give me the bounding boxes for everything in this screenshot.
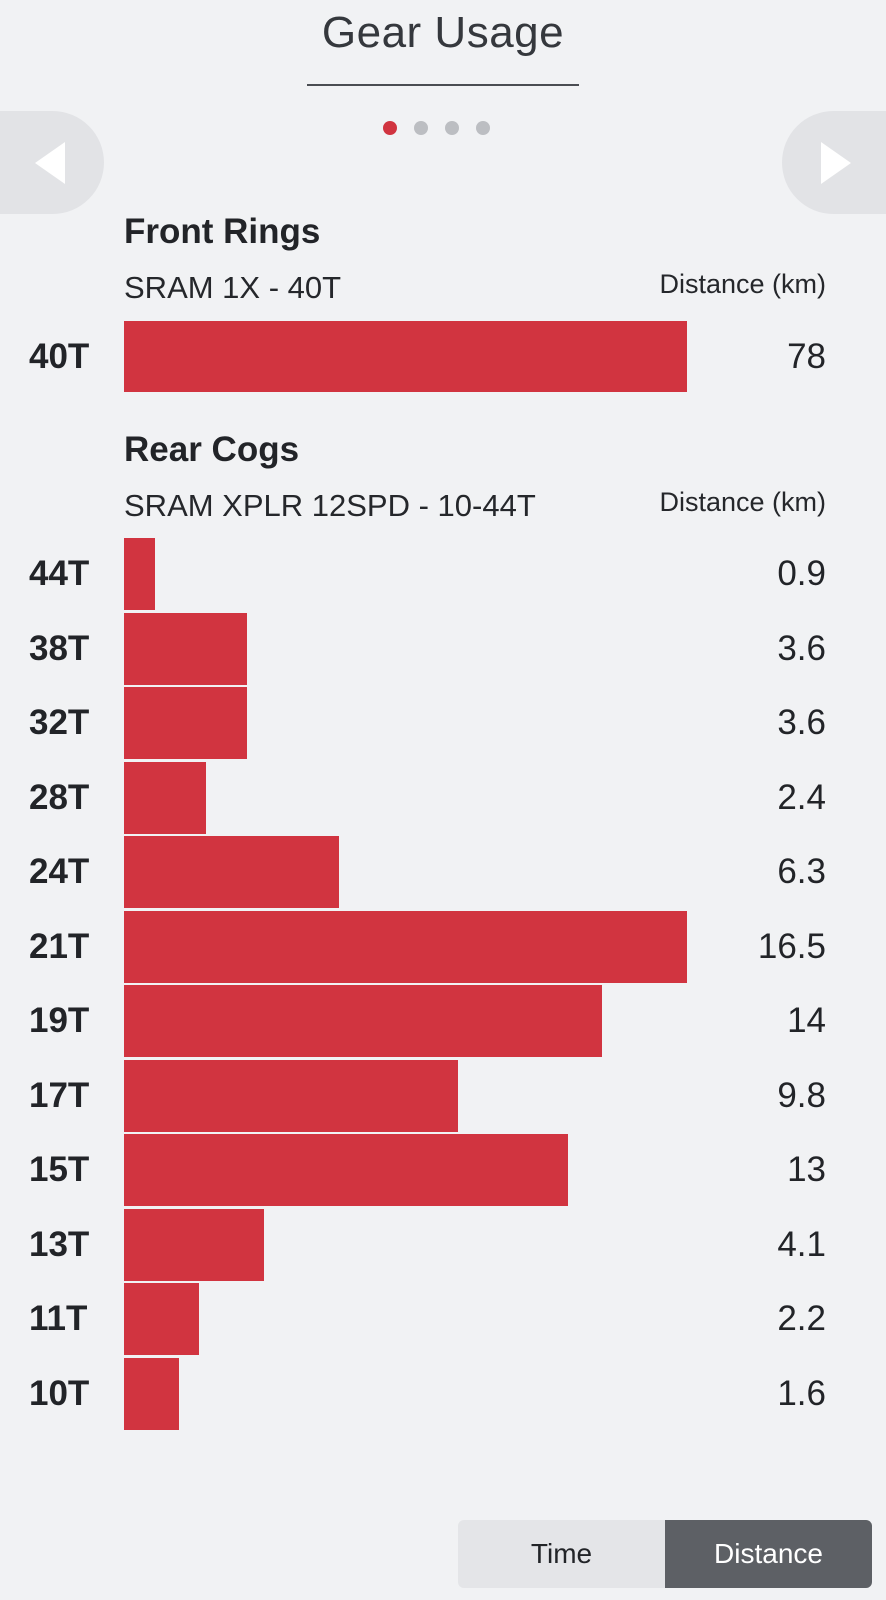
header: Gear Usage <box>0 0 886 100</box>
rear-cog-bar <box>124 1134 568 1206</box>
rear-cog-label: 15T <box>29 1150 90 1189</box>
previous-page-button[interactable] <box>0 111 104 214</box>
page-title: Gear Usage <box>321 8 565 57</box>
page-dot[interactable] <box>445 121 459 135</box>
triangle-left-icon <box>35 141 65 184</box>
rear-cog-label: 17T <box>29 1075 90 1115</box>
rear-cog-bar <box>124 761 206 834</box>
rear-cog-value: 2.4 <box>777 777 826 817</box>
rear-cog-value: 6.3 <box>777 852 826 891</box>
rear-cog-label: 38T <box>29 628 90 668</box>
rear-cog-label: 28T <box>29 777 90 817</box>
rear-cog-bar <box>124 1357 179 1430</box>
rear-cog-value: 3.6 <box>777 703 826 742</box>
rear-cog-value: 4.1 <box>777 1224 826 1264</box>
rear-cog-value: 13 <box>787 1150 826 1189</box>
rear-cog-bar <box>124 985 602 1057</box>
rear-cog-value: 9.8 <box>777 1075 826 1115</box>
distance-toggle-button[interactable]: Distance <box>665 1520 872 1588</box>
rear-cog-value: 0.9 <box>777 554 826 593</box>
front-ring-row: 40T 78 <box>0 321 886 392</box>
triangle-right-icon <box>821 141 851 184</box>
rear-distance-header: Distance (km) <box>659 487 826 517</box>
rear-cog-label: 10T <box>29 1373 90 1413</box>
rear-cog-label: 19T <box>29 1001 90 1040</box>
rear-cog-label: 11T <box>29 1299 88 1338</box>
title-underline <box>307 84 579 86</box>
rear-cog-label: 24T <box>29 852 90 891</box>
rear-cogs-subtitle: SRAM XPLR 12SPD - 10-44T <box>124 488 536 523</box>
next-page-button[interactable] <box>782 111 886 214</box>
rear-cog-value: 14 <box>787 1001 826 1040</box>
rear-cog-label: 32T <box>29 703 90 742</box>
rear-cog-row: 17T 9.8 <box>0 1059 886 1132</box>
page-indicator <box>383 121 490 135</box>
rear-cog-value: 2.2 <box>777 1299 826 1338</box>
rear-cog-row: 32T 3.6 <box>0 687 886 759</box>
rear-cog-label: 13T <box>29 1224 90 1264</box>
rear-cog-row: 28T 2.4 <box>0 761 886 834</box>
rear-cog-bar <box>124 1059 458 1132</box>
rear-cog-value: 16.5 <box>757 926 826 966</box>
rear-cog-bar <box>124 910 687 983</box>
front-rings-title: Front Rings <box>124 212 321 251</box>
rear-cog-row: 10T 1.6 <box>0 1357 886 1430</box>
rear-cog-row: 13T 4.1 <box>0 1208 886 1281</box>
metric-toggle: Time Distance <box>458 1520 872 1588</box>
rear-cog-value: 1.6 <box>777 1373 826 1413</box>
rear-cogs-title: Rear Cogs <box>124 430 300 469</box>
time-toggle-button[interactable]: Time <box>458 1520 665 1588</box>
front-ring-value: 78 <box>787 336 826 376</box>
rear-cog-label: 21T <box>29 926 90 966</box>
page-dot[interactable] <box>383 121 397 135</box>
page-dot[interactable] <box>476 121 490 135</box>
front-distance-header: Distance (km) <box>659 269 826 299</box>
rear-cog-bar <box>124 1283 199 1355</box>
rear-cog-bar <box>124 687 247 759</box>
front-rings-subtitle: SRAM 1X - 40T <box>124 270 342 305</box>
rear-cog-bar <box>124 1208 264 1281</box>
rear-cog-row: 38T 3.6 <box>0 612 886 685</box>
rear-cog-row: 24T 6.3 <box>0 836 886 908</box>
rear-cog-row: 15T 13 <box>0 1134 886 1206</box>
rear-cog-label: 44T <box>29 554 90 593</box>
page-dot[interactable] <box>414 121 428 135</box>
rear-cog-bar <box>124 836 339 908</box>
rear-cog-row: 11T 2.2 <box>0 1283 886 1355</box>
front-ring-bar <box>124 321 687 392</box>
rear-cog-row: 44T 0.9 <box>0 538 886 610</box>
rear-cog-value: 3.6 <box>777 628 826 668</box>
rear-cog-row: 19T 14 <box>0 985 886 1057</box>
front-ring-label: 40T <box>29 336 90 376</box>
rear-cog-bar <box>124 612 247 685</box>
rear-cog-row: 21T 16.5 <box>0 910 886 983</box>
rear-cog-bar <box>124 538 155 610</box>
